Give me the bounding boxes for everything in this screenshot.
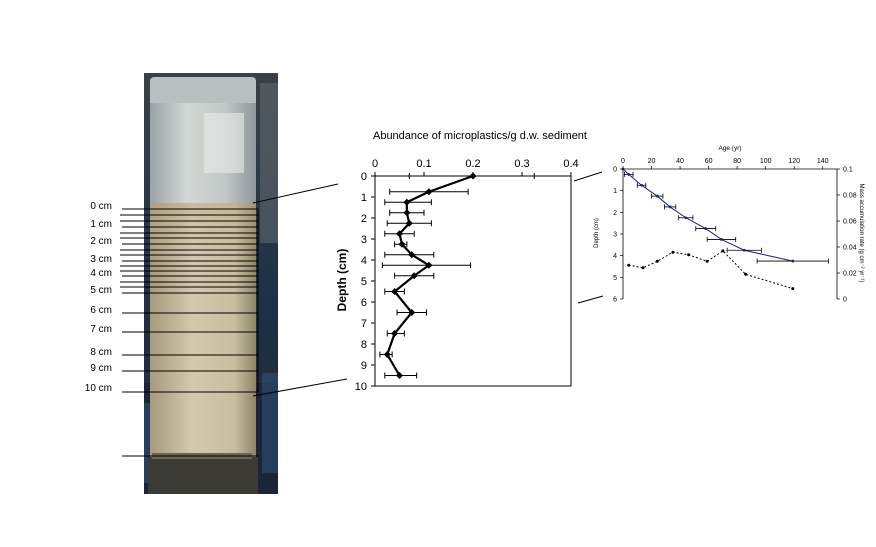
x-tick-label: 120: [788, 158, 800, 165]
x-tick-label: 0.1: [416, 158, 431, 170]
x-tick-label: 0.2: [465, 158, 480, 170]
y2-tick-label: 0.04: [843, 245, 857, 252]
y-tick-label: 10: [355, 381, 367, 393]
sediment-core-photo: [144, 73, 278, 494]
y-tick-label: 4: [361, 255, 367, 267]
depth-label-6cm: 6 cm: [90, 305, 112, 316]
side-chart-xlabel: Age (yr): [718, 145, 741, 152]
y-tick-label: 5: [361, 276, 367, 288]
depth-label-8cm: 8 cm: [90, 347, 112, 358]
data-point: [396, 230, 403, 238]
y-tick-label: 5: [613, 275, 617, 282]
x-tick-label: 0: [372, 158, 378, 170]
mar-point: [627, 263, 631, 267]
y-tick-label: 1: [361, 192, 367, 204]
age-point: [704, 227, 708, 230]
y2-tick-label: 0.02: [843, 271, 857, 278]
y2-tick-label: 0: [843, 297, 847, 304]
data-point: [425, 188, 433, 196]
age-point: [684, 216, 688, 220]
depth-label-5cm: 5 cm: [90, 285, 112, 296]
depth-label-3cm: 3 cm: [90, 254, 112, 265]
data-point: [391, 288, 399, 295]
x-tick-label: 0.4: [563, 158, 578, 170]
main-chart-ylabel: Depth (cm): [335, 249, 349, 312]
y2-tick-label: 0.1: [843, 167, 853, 174]
depth-label-4cm: 4 cm: [90, 268, 112, 279]
data-point: [408, 251, 416, 259]
age-depth-line: [622, 168, 793, 262]
y-tick-label: 0: [361, 171, 367, 183]
plot-frame: [374, 175, 572, 387]
age-depth-chart: 0 20 40 60 80 100 120 140 0 1 2 3 4 5 6 0.1 0.08 0.06 0.…: [594, 145, 864, 304]
y-tick-label: 6: [613, 297, 617, 304]
y-tick-label: 9: [361, 360, 367, 372]
data-point: [403, 198, 411, 206]
y-tick-label: 3: [361, 234, 367, 246]
depth-label-9cm: 9 cm: [90, 363, 112, 374]
x-tick-label: 140: [817, 158, 829, 165]
x-tick-label: 100: [760, 158, 772, 165]
mar-point: [655, 259, 659, 263]
mar-point: [705, 259, 709, 263]
mass-accumulation-line: [628, 250, 793, 290]
age-point: [742, 248, 746, 252]
age-point: [668, 205, 672, 209]
depth-label-2cm: 2 cm: [90, 236, 112, 247]
y2-tick-label: 0.06: [843, 219, 857, 226]
side-chart-y2label: Mass accumulation rate (g cm⁻² yr⁻¹): [858, 183, 864, 282]
data-point: [398, 240, 406, 248]
age-point: [791, 259, 795, 263]
data-point: [403, 209, 411, 217]
depth-label-10cm: 10 cm: [84, 383, 112, 394]
x-tick-label: 80: [733, 158, 741, 165]
mar-point: [671, 250, 675, 254]
y-tick-label: 2: [613, 210, 617, 217]
data-point: [408, 309, 416, 316]
microplastics-depth-chart: 0 0.1 0.2 0.3 0.4 0 1 2 3 4 5 6 7 8 9 10 Depth (cm): [335, 158, 579, 393]
y-tick-label: 6: [361, 297, 367, 309]
data-point: [410, 272, 418, 280]
y-tick-label: 0: [613, 167, 617, 174]
data-point: [425, 261, 433, 269]
y-tick-label: 2: [361, 213, 367, 225]
y-tick-label: 1: [613, 188, 617, 195]
mar-point: [791, 287, 795, 291]
data-point: [383, 351, 391, 358]
y-tick-label: 8: [361, 339, 367, 351]
data-point: [396, 372, 403, 379]
x-tick-label: 0.3: [514, 158, 529, 170]
x-tick-label: 0: [621, 158, 625, 165]
main-chart-title: Abundance of microplastics/g d.w. sedime…: [372, 130, 587, 142]
x-tick-label: 40: [676, 158, 684, 165]
depth-label-0cm: 0 cm: [90, 201, 112, 212]
y2-tick-label: 0.08: [843, 193, 857, 200]
y-tick-label: 4: [613, 253, 617, 260]
data-point: [405, 219, 413, 227]
mar-point: [641, 266, 645, 270]
depth-label-7cm: 7 cm: [90, 324, 112, 335]
data-point: [391, 330, 399, 337]
age-point: [640, 183, 643, 187]
mar-point: [687, 253, 691, 257]
mar-point: [721, 249, 725, 253]
mar-point: [744, 272, 748, 276]
x-tick-label: 60: [705, 158, 713, 165]
side-chart-ylabel: Depth (cm): [594, 218, 600, 248]
age-point: [655, 194, 659, 198]
y-tick-label: 3: [613, 232, 617, 239]
depth-label-1cm: 1 cm: [90, 219, 112, 230]
y-tick-label: 7: [361, 318, 367, 330]
age-point: [720, 238, 723, 241]
x-tick-label: 20: [648, 158, 656, 165]
age-point: [627, 173, 631, 176]
